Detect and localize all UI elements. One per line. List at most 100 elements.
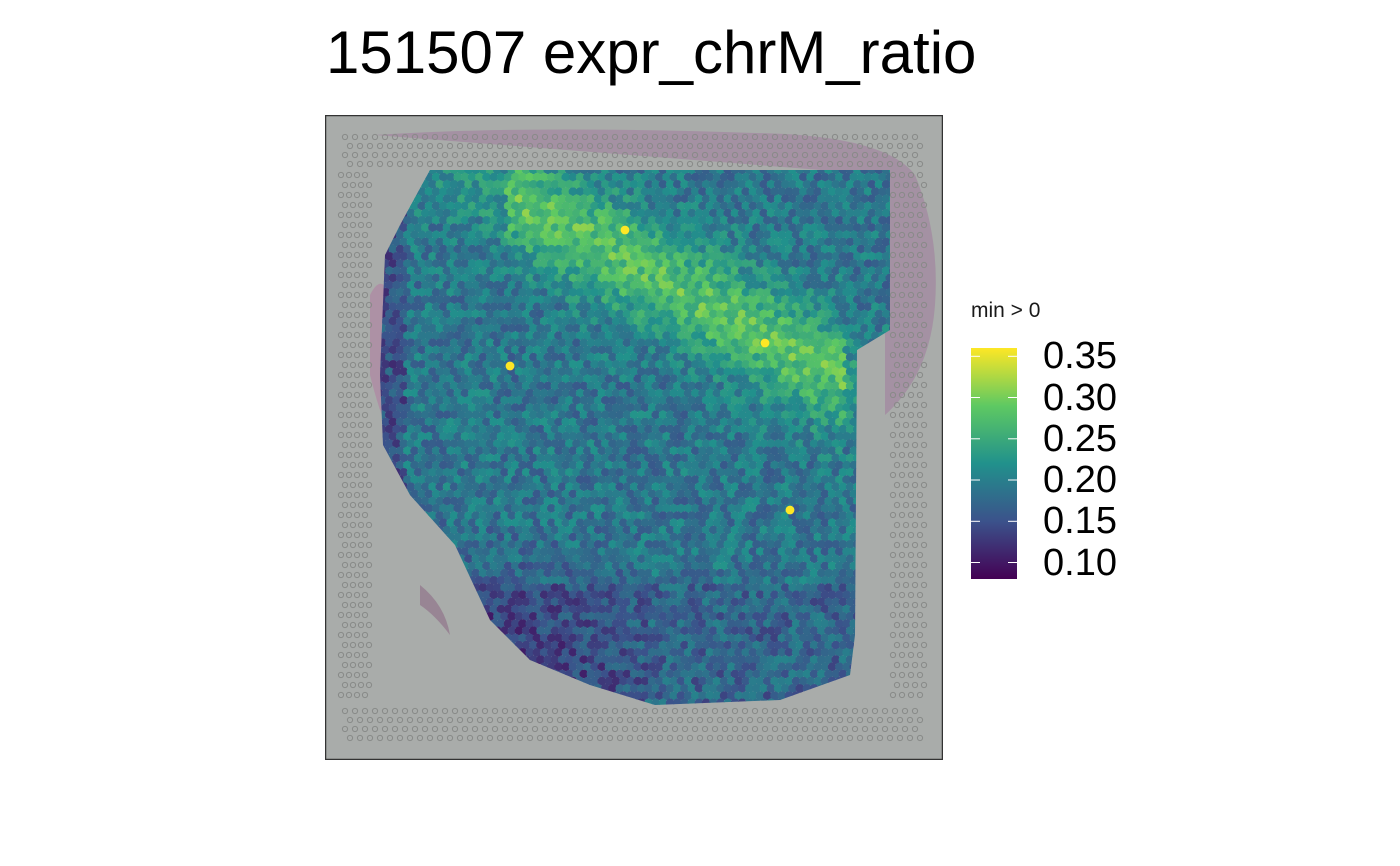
spot bbox=[568, 259, 578, 268]
spot bbox=[601, 237, 610, 247]
spot bbox=[752, 338, 761, 348]
fiducial-dot bbox=[721, 707, 729, 715]
fiducial-dot bbox=[889, 391, 897, 399]
fiducial-dot bbox=[531, 725, 539, 733]
spot bbox=[824, 338, 833, 348]
spot bbox=[867, 309, 877, 319]
spot bbox=[572, 309, 581, 319]
spot bbox=[464, 194, 473, 204]
spot bbox=[673, 280, 682, 290]
fiducial-dot bbox=[461, 707, 469, 715]
spot bbox=[629, 170, 639, 175]
spot bbox=[460, 316, 470, 326]
spot bbox=[745, 295, 754, 304]
spot bbox=[730, 309, 740, 319]
spot bbox=[658, 309, 668, 319]
spot bbox=[597, 244, 607, 254]
fiducial-dot bbox=[506, 716, 514, 724]
spot bbox=[727, 244, 736, 254]
spot bbox=[665, 170, 675, 175]
spot bbox=[845, 237, 855, 247]
spot bbox=[431, 216, 441, 225]
spot bbox=[766, 194, 776, 204]
spot bbox=[637, 223, 646, 232]
fiducial-dot bbox=[893, 501, 901, 509]
spot bbox=[615, 280, 625, 290]
spot bbox=[637, 266, 646, 276]
spot bbox=[550, 180, 560, 189]
fiducial-dot bbox=[341, 681, 349, 689]
spot bbox=[716, 295, 725, 304]
spot bbox=[615, 338, 625, 348]
spot bbox=[647, 273, 657, 283]
fiducial-dot bbox=[365, 341, 373, 349]
spot bbox=[687, 237, 697, 247]
spot bbox=[680, 280, 689, 290]
fiducial-dot bbox=[365, 421, 373, 429]
spot bbox=[471, 280, 481, 290]
fiducial-dot bbox=[806, 160, 814, 168]
spot bbox=[507, 208, 517, 218]
spot bbox=[518, 288, 527, 297]
fiducial-dot bbox=[902, 681, 910, 689]
fiducial-dot bbox=[357, 441, 365, 449]
spot bbox=[831, 324, 841, 333]
fiducial-dot bbox=[902, 441, 910, 449]
spot bbox=[734, 288, 743, 297]
fiducial-dot bbox=[349, 221, 357, 229]
spot bbox=[676, 302, 686, 312]
spot bbox=[385, 309, 394, 319]
spot bbox=[467, 288, 477, 297]
spot bbox=[511, 302, 520, 312]
spot bbox=[489, 288, 499, 297]
spot bbox=[799, 172, 808, 182]
spot bbox=[572, 338, 581, 348]
spot bbox=[421, 237, 430, 247]
spot bbox=[806, 273, 815, 283]
spot bbox=[676, 259, 686, 268]
spot bbox=[712, 259, 722, 268]
spot bbox=[449, 309, 459, 319]
fiducial-dot bbox=[893, 341, 901, 349]
spot bbox=[813, 273, 823, 283]
spot bbox=[518, 302, 527, 312]
fiducial-dot bbox=[353, 291, 361, 299]
spot bbox=[626, 187, 635, 196]
spot bbox=[478, 237, 488, 247]
spot bbox=[532, 216, 542, 225]
spot bbox=[604, 172, 614, 182]
spot bbox=[813, 187, 823, 196]
fiducial-dot bbox=[353, 411, 361, 419]
fiducial-dot bbox=[741, 707, 749, 715]
fiducial-dot bbox=[846, 160, 854, 168]
spot bbox=[853, 309, 862, 319]
spot bbox=[403, 288, 412, 297]
spot bbox=[694, 223, 704, 232]
fiducial-dot bbox=[621, 725, 629, 733]
spot bbox=[683, 244, 693, 254]
spot bbox=[611, 216, 621, 225]
spot bbox=[824, 208, 833, 218]
fiducial-dot bbox=[911, 501, 919, 509]
spot bbox=[647, 331, 657, 340]
spot bbox=[856, 244, 866, 254]
fiducial-dot bbox=[898, 411, 906, 419]
spot bbox=[662, 288, 671, 297]
fiducial-dot bbox=[746, 716, 754, 724]
spot bbox=[496, 230, 506, 240]
spot bbox=[421, 208, 430, 218]
spot bbox=[752, 180, 761, 189]
spot bbox=[781, 295, 790, 304]
spot bbox=[842, 302, 851, 312]
spot bbox=[655, 288, 664, 297]
fiducial-dot bbox=[346, 160, 354, 168]
fiducial-dot bbox=[446, 142, 454, 150]
spot bbox=[590, 288, 599, 297]
spot bbox=[665, 252, 675, 261]
spot bbox=[709, 324, 718, 333]
spot bbox=[874, 208, 884, 218]
fiducial-dot bbox=[341, 521, 349, 529]
spot bbox=[802, 237, 812, 247]
fiducial-dot bbox=[920, 441, 928, 449]
spot bbox=[388, 345, 398, 355]
